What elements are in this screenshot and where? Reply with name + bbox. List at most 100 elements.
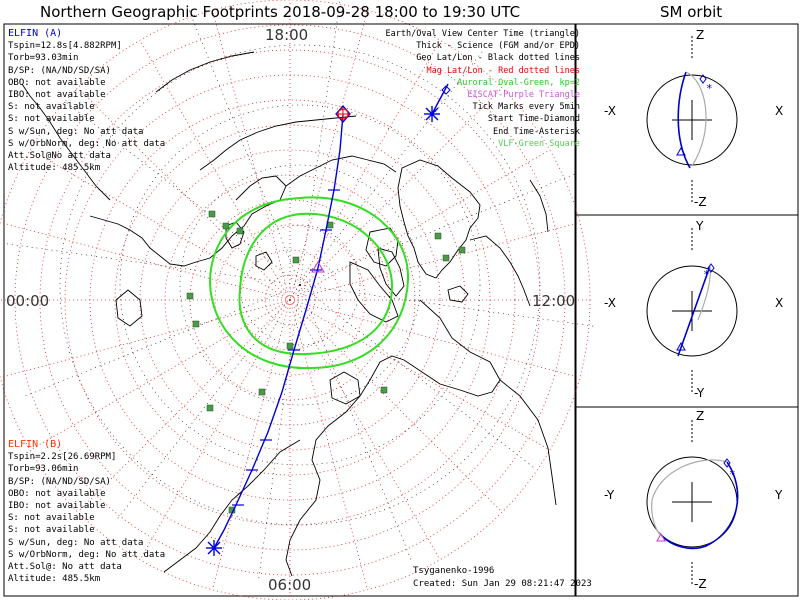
vlf-square	[236, 227, 244, 235]
geo-lon-line	[299, 284, 598, 328]
elfin-b-track	[431, 83, 449, 115]
elfin-b-end-asterisk	[424, 106, 440, 122]
track-tick-marks	[232, 189, 340, 506]
vlf-square	[286, 342, 294, 350]
legend-item: End Time-Asterisk	[493, 126, 580, 137]
mag-lat-circle	[14, 24, 566, 576]
sm3-top-label: Z	[696, 409, 705, 423]
legend-item: Auroral Oval-Green, kp=2	[457, 77, 580, 88]
elfin-b-line: S w/Sun, deg: No att data	[8, 537, 144, 548]
clock-label-bottom: 06:00	[268, 576, 312, 594]
elfin-b-line: Torb=93.06min	[8, 464, 79, 475]
vlf-square	[380, 386, 388, 394]
vlf-square	[258, 388, 266, 396]
geo-lon-line	[299, 284, 537, 470]
sm1-left-label: -X	[604, 104, 616, 118]
sm2-left-label: -X	[604, 296, 616, 310]
mag-lat-circle	[39, 49, 541, 551]
vlf-square	[186, 292, 194, 300]
vlf-square	[292, 256, 300, 264]
elfin-b-line: S: not available	[8, 513, 95, 524]
legend: Earth/Oval View Center Time (triangle) T…	[386, 28, 580, 150]
track-markers	[206, 83, 451, 556]
geo-lat-circle	[239, 224, 361, 346]
elfin-a-info: ELFIN (A) Tspin=12.8s[4.882RPM] Torb=93.…	[8, 28, 165, 174]
legend-item: Earth/Oval View Center Time (triangle)	[385, 29, 580, 39]
elfin-a-title: ELFIN (A)	[8, 28, 63, 39]
auroral-oval-inner	[238, 212, 394, 356]
elfin-a-line: Att.Sol@No att data	[8, 151, 111, 162]
legend-item: VLF-Green Square	[498, 138, 580, 149]
vlf-square	[208, 210, 216, 218]
clock-label-top: 18:00	[265, 26, 309, 44]
elfin-b-line: OBO: not available	[8, 488, 106, 499]
auroral-ovals	[208, 196, 410, 370]
elfin-b-info: ELFIN (B) Tspin=2.2s[26.69RPM] Torb=93.0…	[8, 439, 165, 585]
mag-lat-circle	[0, 0, 591, 600]
sm2-top-label: Y	[696, 219, 704, 233]
vlf-square	[222, 222, 230, 230]
mag-lon-line	[211, 10, 291, 301]
vlf-square	[192, 320, 200, 328]
sm1-bottom-label: -Z	[694, 195, 707, 209]
geo-lon-line	[299, 48, 485, 286]
geo-lat-circle	[119, 104, 481, 466]
sm2-right-label: X	[775, 296, 784, 310]
elfin-b-line: IBO: not available	[8, 501, 106, 512]
geo-lon-line	[299, 0, 341, 286]
geo-lon-line	[187, 6, 301, 286]
sm3-left-label: -Y	[604, 488, 615, 502]
svg-text:*: *	[729, 468, 736, 481]
elfin-a-line: Altitude: 485.5km	[8, 163, 101, 174]
svg-text:*: *	[703, 268, 710, 281]
mag-lat-circle	[114, 124, 466, 476]
mag-lon-line	[289, 299, 503, 513]
elfin-a-line: S w/OrbNorm, deg: No att data	[8, 138, 166, 149]
sm-frame	[575, 23, 799, 597]
legend-item: Mag Lat/Lon - Red dotted lines	[426, 65, 580, 76]
mag-lon-line	[211, 299, 291, 590]
geo-lon-line	[299, 172, 579, 286]
elfin-b-line: Att.Sol@: No att data	[8, 562, 122, 573]
geo-lat-circle	[59, 44, 541, 526]
elfin-b-line: B/SP: (NA/ND/SD/SA)	[8, 476, 111, 487]
sm-panel-yz: *	[646, 420, 739, 586]
geo-lat-circle	[179, 164, 421, 406]
vlf-squares	[186, 210, 466, 514]
created-label: Created: Sun Jan 29 08:21:47 2023	[413, 579, 592, 589]
mag-lon-line	[289, 299, 551, 451]
mag-lon-line	[0, 221, 291, 301]
geo-lon-line	[2, 242, 301, 286]
svg-text:*: *	[706, 82, 713, 95]
end-asterisk	[206, 540, 222, 556]
legend-item: EISCAT-Purple Triangle	[467, 90, 580, 101]
mag-lon-line	[289, 10, 369, 301]
elfin-b-line: S w/OrbNorm, deg: No att data	[8, 549, 166, 560]
geo-lon-line	[115, 284, 301, 522]
mag-grid	[0, 0, 591, 600]
sm-orbit-title: SM orbit	[660, 3, 723, 21]
elfin-a-line: B/SP: (NA/ND/SD/SA)	[8, 65, 111, 76]
elfin-b-line: Tspin=2.2s[26.69RPM]	[8, 452, 117, 463]
elfin-b-line: S: not available	[8, 525, 95, 536]
elfin-a-line: Torb=93.03min	[8, 53, 79, 64]
elfin-a-line: Tspin=12.8s[4.882RPM]	[8, 41, 122, 52]
sm2-bottom-label: -Y	[694, 386, 705, 400]
geo-lon-line	[299, 284, 413, 564]
mag-lat-circle	[139, 149, 441, 451]
vlf-square	[206, 404, 214, 412]
auroral-oval-outer	[208, 196, 410, 370]
sm1-right-label: X	[775, 104, 784, 118]
sm3-right-label: Y	[775, 488, 783, 502]
geo-lon-line	[21, 284, 301, 398]
legend-item: Thick - Science (FGM and/or EPD)	[416, 41, 580, 52]
elfin-a-line: S: not available	[8, 114, 95, 125]
elfin-b-start	[441, 85, 451, 95]
main-title: Northern Geographic Footprints 2018-09-2…	[40, 3, 521, 21]
model-label: Tsyganenko-1996	[413, 566, 495, 576]
vlf-square	[442, 254, 450, 262]
clock-label-left: 00:00	[6, 292, 50, 310]
sm-panel-xy: *	[646, 228, 738, 394]
sm1-top-label: Z	[696, 28, 705, 42]
